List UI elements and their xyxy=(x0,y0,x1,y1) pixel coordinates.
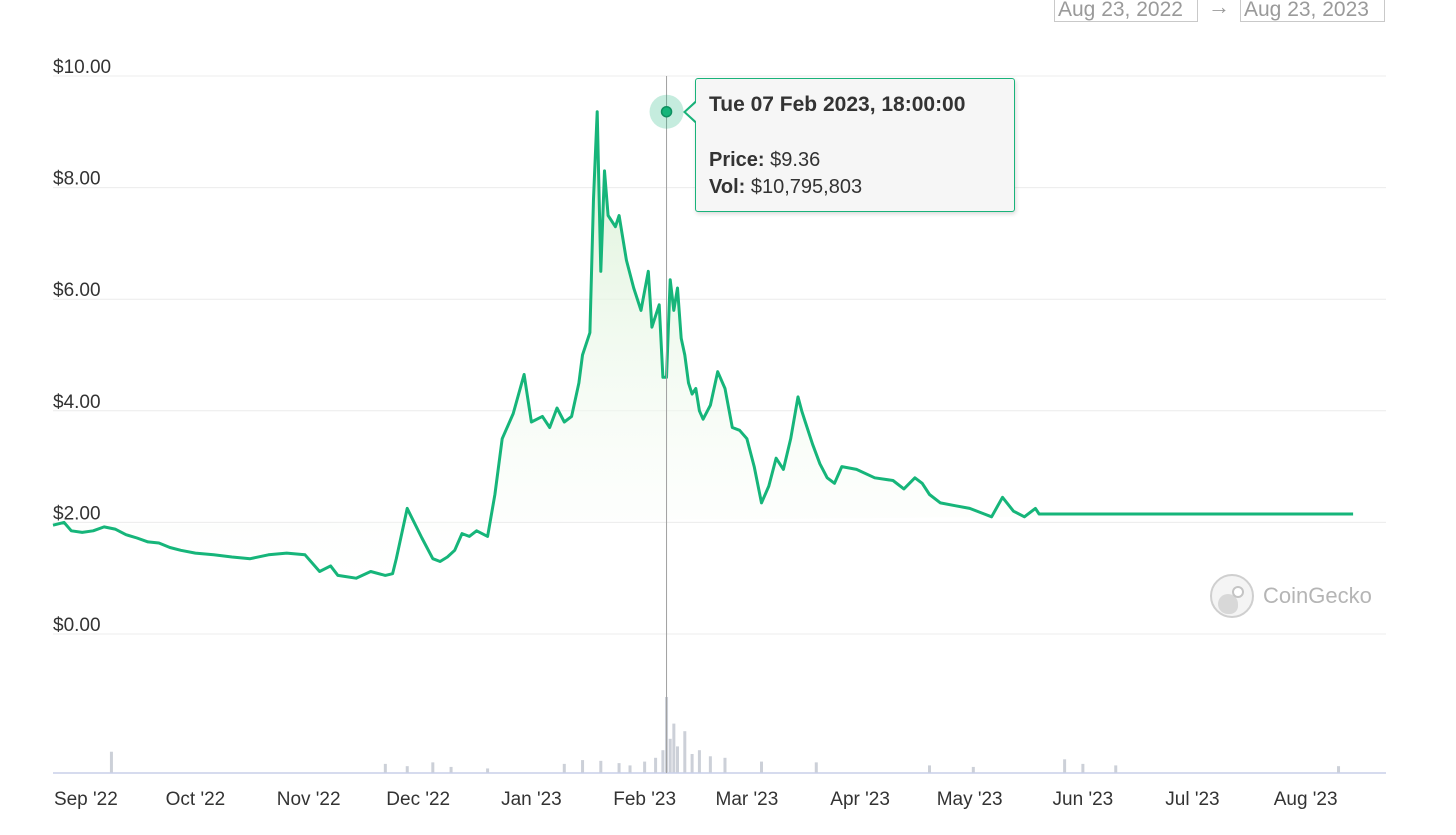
volume-bar xyxy=(708,756,712,773)
volume-bar xyxy=(690,754,694,773)
volume-bar xyxy=(405,766,409,773)
price-area xyxy=(53,111,1354,579)
volume-bar xyxy=(486,768,490,773)
volume-bar xyxy=(1081,763,1085,773)
tooltip-vol-label: Vol: xyxy=(709,176,746,198)
x-tick-label: Aug '23 xyxy=(1274,789,1338,810)
volume-bar xyxy=(971,766,975,773)
y-tick-label: $0.00 xyxy=(53,615,101,636)
price-line xyxy=(52,110,1354,580)
y-axis: $10.00 $8.00 $6.00 $4.00 $2.00 $0.00 xyxy=(53,57,111,636)
x-tick-label: Nov '22 xyxy=(277,789,341,810)
volume-bar xyxy=(109,751,113,773)
volume-bar xyxy=(581,760,585,773)
tooltip-pointer-inner xyxy=(686,102,697,122)
volume-bar xyxy=(672,723,676,773)
tooltip-vol-value: $10,795,803 xyxy=(750,176,863,198)
volume-bar xyxy=(383,763,387,773)
tooltip: Tue 07 Feb 2023, 18:00:00 Price: $9.36 V… xyxy=(695,78,1015,212)
date-range-from[interactable]: Aug 23, 2022 xyxy=(1054,0,1198,22)
volume-bar xyxy=(676,746,680,773)
coingecko-watermark: CoinGecko xyxy=(1210,574,1372,618)
date-range-to[interactable]: Aug 23, 2023 xyxy=(1240,0,1385,22)
x-tick-label: Oct '22 xyxy=(166,789,226,810)
volume-bar xyxy=(617,763,621,773)
x-tick-label: Dec '22 xyxy=(386,789,450,810)
x-tick-label: Jun '23 xyxy=(1053,789,1114,810)
y-tick-label: $4.00 xyxy=(53,392,101,413)
x-tick-label: Sep '22 xyxy=(54,789,118,810)
volume-bar xyxy=(449,766,453,773)
tooltip-volume: Vol: $10,795,803 xyxy=(709,174,1001,201)
coingecko-logo-icon xyxy=(1210,574,1254,618)
tooltip-price-label: Price: xyxy=(709,149,765,171)
tooltip-title: Tue 07 Feb 2023, 18:00:00 xyxy=(709,93,966,116)
volume-bars xyxy=(109,697,1341,773)
volume-bar xyxy=(759,761,763,773)
volume-bar xyxy=(643,761,647,773)
tooltip-price-value: $9.36 xyxy=(770,149,821,171)
y-tick-label: $8.00 xyxy=(53,169,101,190)
y-tick-label: $10.00 xyxy=(53,57,111,78)
volume-bar xyxy=(1114,765,1118,773)
x-tick-label: May '23 xyxy=(937,789,1003,810)
y-tick-label: $6.00 xyxy=(53,280,101,301)
volume-bar xyxy=(654,757,658,773)
x-tick-label: Jan '23 xyxy=(501,789,562,810)
x-tick-label: Jul '23 xyxy=(1165,789,1219,810)
volume-bar xyxy=(661,750,665,773)
volume-bar xyxy=(599,760,603,773)
volume-bar xyxy=(814,762,818,773)
volume-bar xyxy=(1063,759,1067,773)
volume-bar xyxy=(628,765,632,773)
arrow-right-icon: → xyxy=(1208,0,1230,19)
volume-bar xyxy=(927,765,931,773)
x-tick-label: Feb '23 xyxy=(613,789,676,810)
y-tick-label: $2.00 xyxy=(53,503,101,524)
volume-bar xyxy=(668,738,672,773)
volume-bar xyxy=(697,750,701,773)
highlight-point[interactable] xyxy=(660,105,673,118)
volume-bar xyxy=(431,762,435,773)
watermark-text: CoinGecko xyxy=(1263,583,1372,608)
x-tick-label: Apr '23 xyxy=(830,789,890,810)
x-axis: Sep '22 Oct '22 Nov '22 Dec '22 Jan '23 Feb '… xyxy=(54,789,1338,810)
volume-bar xyxy=(723,757,727,773)
x-tick-label: Mar '23 xyxy=(716,789,779,810)
volume-bar xyxy=(1337,766,1341,773)
volume-bar xyxy=(562,763,566,773)
tooltip-price: Price: $9.36 xyxy=(709,147,1001,174)
volume-bar xyxy=(683,731,687,773)
